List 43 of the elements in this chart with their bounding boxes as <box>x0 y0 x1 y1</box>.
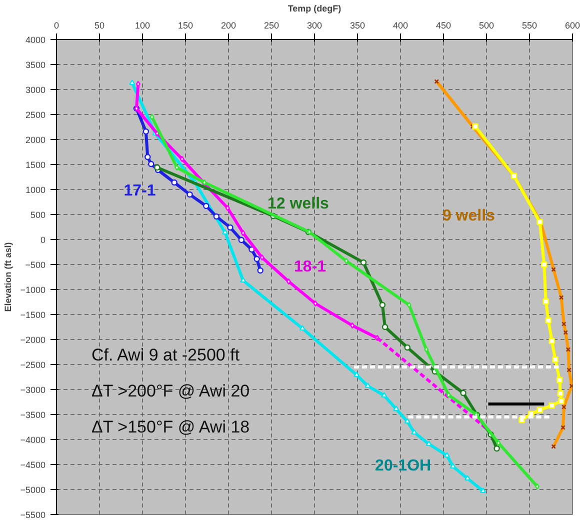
y-tick-label: −3500 <box>20 410 46 420</box>
y-tick-label: −3000 <box>20 385 46 395</box>
y-tick-label: −4500 <box>20 460 46 470</box>
y-tick-label: 0 <box>40 235 46 245</box>
y-tick-label: 3000 <box>25 85 46 95</box>
annotation: ΔT >150°F @ Awi 18 <box>92 418 250 436</box>
text: 9 wells <box>442 208 496 224</box>
x-tick-label: 300 <box>306 20 322 30</box>
x-tick-label: 150 <box>178 20 194 30</box>
y-tick-label: −1500 <box>20 310 46 320</box>
series-label: 12 wells <box>268 196 330 212</box>
x-tick-label: 250 <box>264 20 280 30</box>
x-tick-label: 50 <box>94 20 105 30</box>
y-tick-label: 3500 <box>25 60 46 70</box>
series-label: 17-1 <box>124 182 156 200</box>
y-tick-label: 2000 <box>25 135 46 145</box>
series-label: 20-1OH <box>375 458 432 474</box>
y-tick-label: −500 <box>25 260 46 270</box>
x-tick-label: 400 <box>392 20 408 30</box>
y-tick-label: 4000 <box>25 35 46 45</box>
y-tick-label: −5000 <box>20 485 46 495</box>
y-tick-label: 2500 <box>25 110 46 120</box>
x-tick-label: 500 <box>478 20 494 30</box>
x-tick-label: 350 <box>350 20 366 30</box>
annotation: Cf. Awi 9 at -2500 ft <box>92 346 240 364</box>
y-tick-label: −4000 <box>20 435 46 445</box>
x-tick-label: 600 <box>564 20 580 30</box>
y-tick-label: 1000 <box>25 185 46 195</box>
x-tick-label: 200 <box>220 20 236 30</box>
y-tick-label: −2500 <box>20 360 46 370</box>
x-tick-label: 450 <box>436 20 452 30</box>
y-tick-label: 1500 <box>25 160 46 170</box>
x-tick-label: 100 <box>134 20 150 30</box>
x-tick-label: 550 <box>522 20 538 30</box>
y-axis-title: Elevation (ft asl) <box>3 242 14 312</box>
y-tick-label: −2000 <box>20 335 46 345</box>
y-tick-label: −1000 <box>20 285 46 295</box>
x-tick-label: 0 <box>54 20 60 30</box>
annotation: ΔT >200°F @ Awi 20 <box>92 382 250 400</box>
x-axis-title: Temp (degF) <box>288 4 342 14</box>
y-tick-label: 500 <box>30 210 46 220</box>
series-label: 18-1 <box>294 258 326 276</box>
y-tick-label: −5500 <box>20 510 46 520</box>
